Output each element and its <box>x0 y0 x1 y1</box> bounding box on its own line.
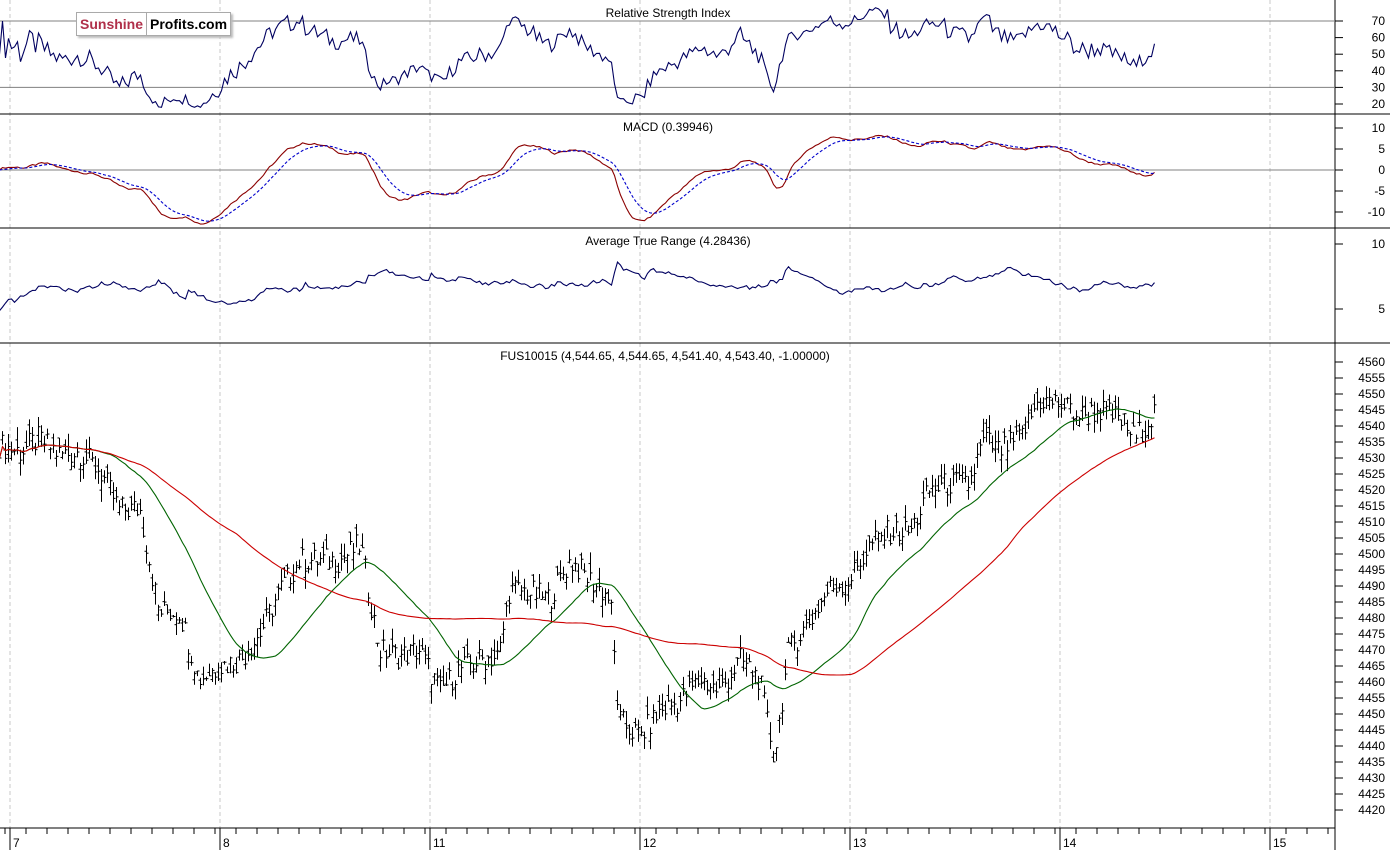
panel-title: MACD (0.39946) <box>623 120 713 134</box>
y-tick-label: 60 <box>1372 31 1386 45</box>
y-tick-label: 4550 <box>1358 387 1385 401</box>
y-tick-label: 4540 <box>1358 419 1385 433</box>
y-tick-label: -10 <box>1368 205 1386 219</box>
y-tick-label: 4515 <box>1358 499 1385 513</box>
date-label: 15 <box>1273 836 1287 850</box>
ma-long-line <box>0 437 1155 676</box>
y-tick-label: 4425 <box>1358 787 1385 801</box>
date-label: 13 <box>853 836 867 850</box>
panel-title: Relative Strength Index <box>606 6 731 20</box>
date-label: 12 <box>643 836 657 850</box>
y-tick-label: 4455 <box>1358 691 1385 705</box>
rsi-line <box>0 7 1156 108</box>
panel-title: FUS10015 (4,544.65, 4,544.65, 4,541.40, … <box>500 349 830 363</box>
y-tick-label: 4530 <box>1358 451 1385 465</box>
date-label: 11 <box>433 836 446 850</box>
y-tick-label: 4435 <box>1358 755 1385 769</box>
logo-part1: Sunshine <box>77 13 148 35</box>
y-tick-label: 4490 <box>1358 579 1385 593</box>
macd-line <box>0 134 1155 225</box>
y-tick-label: 4495 <box>1358 563 1385 577</box>
atr-line <box>0 261 1155 312</box>
y-tick-label: 40 <box>1372 64 1386 78</box>
ma-short-line <box>0 408 1155 710</box>
y-tick-label: 20 <box>1372 97 1386 111</box>
y-tick-label: 4545 <box>1358 403 1385 417</box>
y-tick-label: 4510 <box>1358 515 1385 529</box>
y-tick-label: 4445 <box>1358 723 1385 737</box>
date-label: 14 <box>1063 836 1077 850</box>
y-tick-label: 4505 <box>1358 531 1385 545</box>
date-label: 8 <box>223 836 230 850</box>
y-tick-label: 4470 <box>1358 643 1385 657</box>
y-tick-label: 4465 <box>1358 659 1385 673</box>
y-tick-label: 4460 <box>1358 675 1385 689</box>
y-tick-label: 30 <box>1372 80 1386 94</box>
y-tick-label: 4480 <box>1358 611 1385 625</box>
y-tick-label: 4440 <box>1358 739 1385 753</box>
y-tick-label: 4520 <box>1358 483 1385 497</box>
y-tick-label: 0 <box>1378 163 1385 177</box>
sunshine-profits-logo[interactable]: Sunshine Profits.com <box>76 12 232 36</box>
y-tick-label: 5 <box>1378 302 1385 316</box>
y-tick-label: -5 <box>1374 184 1385 198</box>
y-tick-label: 4450 <box>1358 707 1385 721</box>
y-tick-label: 4560 <box>1358 355 1385 369</box>
y-tick-label: 4420 <box>1358 803 1385 817</box>
y-tick-label: 5 <box>1378 142 1385 156</box>
y-tick-label: 10 <box>1372 237 1386 251</box>
y-tick-label: 4475 <box>1358 627 1385 641</box>
y-tick-label: 4485 <box>1358 595 1385 609</box>
y-tick-label: 4555 <box>1358 371 1385 385</box>
y-tick-label: 4535 <box>1358 435 1385 449</box>
y-tick-label: 50 <box>1372 47 1386 61</box>
y-tick-label: 4500 <box>1358 547 1385 561</box>
y-tick-label: 10 <box>1372 121 1386 135</box>
y-tick-label: 4525 <box>1358 467 1385 481</box>
y-tick-label: 70 <box>1372 14 1386 28</box>
logo-part2: Profits.com <box>150 16 228 32</box>
macd-signal-line <box>0 136 1155 222</box>
y-tick-label: 4430 <box>1358 771 1385 785</box>
date-label: 7 <box>13 836 20 850</box>
panel-title: Average True Range (4.28436) <box>585 234 750 248</box>
